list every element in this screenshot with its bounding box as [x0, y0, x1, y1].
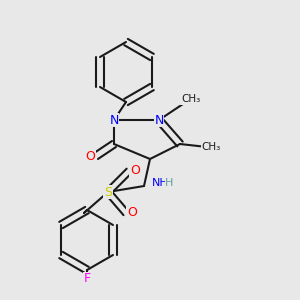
Text: CH₃: CH₃ — [181, 94, 200, 104]
Text: O: O — [127, 206, 137, 220]
Text: O: O — [85, 149, 95, 163]
Text: CH₃: CH₃ — [202, 142, 221, 152]
Text: F: F — [83, 272, 91, 286]
Text: O: O — [130, 164, 140, 178]
Text: N: N — [154, 113, 164, 127]
Text: NH: NH — [152, 178, 169, 188]
Text: N: N — [109, 113, 119, 127]
Text: H: H — [165, 178, 174, 188]
Text: S: S — [104, 185, 112, 199]
